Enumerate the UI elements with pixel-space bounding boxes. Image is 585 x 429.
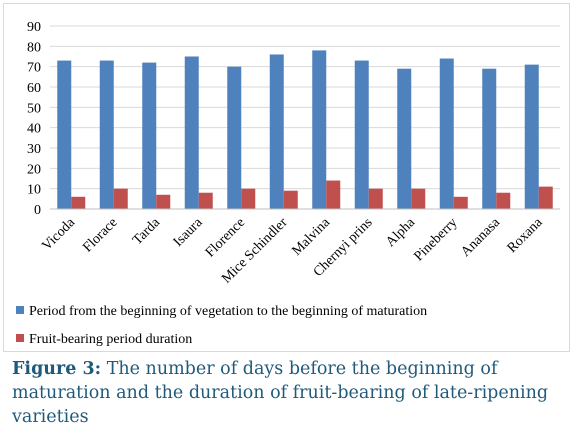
bar-series-1-pineberry: [439, 58, 454, 210]
figure-caption: Figure 3: The number of days before the …: [12, 357, 580, 429]
y-tick-label: 50: [27, 101, 41, 116]
bar-series-2-florace: [113, 188, 128, 209]
x-tick-label: Florace: [80, 215, 120, 255]
chart-frame: [3, 3, 570, 352]
caption-label: Figure 3:: [12, 359, 102, 379]
bar-series-2-malvina: [326, 180, 341, 209]
y-tick-label: 40: [27, 122, 41, 137]
bar-series-1-vicoda: [57, 60, 72, 209]
bar-series-2-florence: [241, 188, 256, 209]
legend-swatch-series-1: [16, 306, 24, 314]
y-tick-label: 90: [27, 20, 41, 35]
bar-series-1-isaura: [184, 56, 199, 209]
bar-series-1-roxana: [524, 64, 539, 209]
bar-series-1-malvina: [312, 50, 327, 210]
bar-series-1-chernyi-prins: [354, 60, 369, 209]
gridlines: [50, 25, 560, 190]
caption-text: The number of days before the beginning …: [12, 359, 549, 427]
bar-series-2-chernyi-prins: [368, 188, 383, 209]
y-tick-label: 0: [34, 203, 41, 218]
bar-series-1-ananasa: [482, 68, 497, 209]
bar-series-1-florence: [227, 66, 242, 210]
legend: Period from the beginning of vegetation …: [16, 304, 427, 347]
bar-series-1-alpha: [397, 68, 412, 209]
x-tick-label: Roxana: [505, 215, 546, 256]
bar-chart: 0 10 20 30 40 50 60 70 80 90 Vicoda Florace Tarda Is…: [16, 20, 560, 347]
x-tick-label: Ananasa: [458, 215, 503, 260]
bar-series-1-florace: [99, 60, 114, 209]
bar-series-2-vicoda: [71, 196, 86, 209]
x-tick-label: Alpha: [383, 215, 418, 250]
x-tick-label: Vicoda: [39, 215, 78, 254]
bar-series-2-roxana: [538, 186, 553, 209]
y-tick-label: 10: [27, 183, 41, 198]
y-axis-ticks: 0 10 20 30 40 50 60 70 80 90: [27, 20, 41, 218]
x-tick-label: Tarda: [130, 215, 164, 249]
y-tick-label: 80: [27, 40, 41, 55]
x-tick-label: Isaura: [171, 215, 206, 250]
bar-series-2-isaura: [198, 192, 213, 209]
bar-series-2-mice-schindler: [283, 190, 298, 209]
bar-series-2-ananasa: [496, 192, 511, 209]
bar-series-2-tarda: [156, 194, 171, 209]
legend-label-series-1: Period from the beginning of vegetation …: [29, 304, 427, 319]
bars: [57, 50, 553, 210]
x-tick-label: Pineberry: [411, 215, 460, 264]
legend-label-series-2: Fruit-bearing period duration: [29, 332, 192, 347]
bar-series-1-tarda: [142, 62, 157, 209]
legend-swatch-series-2: [16, 334, 24, 342]
y-tick-label: 70: [27, 61, 41, 76]
y-tick-label: 30: [27, 142, 41, 157]
y-tick-label: 60: [27, 81, 41, 96]
bar-series-2-pineberry: [453, 196, 468, 209]
bar-series-2-alpha: [411, 188, 426, 209]
bar-series-1-mice-schindler: [269, 54, 284, 209]
y-tick-label: 20: [27, 162, 41, 177]
